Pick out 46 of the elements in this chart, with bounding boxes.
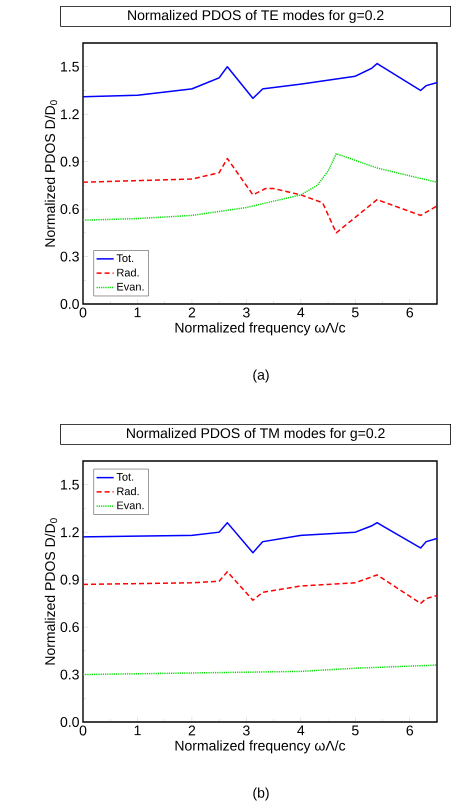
- x-tick-label: 6: [406, 726, 414, 736]
- y-tick-label: 1.5: [61, 62, 79, 72]
- x-tick-label: 5: [352, 726, 359, 736]
- y-tick-label: 0.9: [60, 574, 79, 585]
- legend-label: Tot.: [116, 254, 134, 262]
- y-axis-title: Normalized PDOS D/D$_{0}$: [44, 100, 58, 247]
- x-tick-label: 6: [406, 308, 414, 318]
- x-tick-label: 5: [352, 308, 359, 318]
- chart-title: Normalized PDOS of TE modes for g=0.2: [128, 10, 384, 23]
- y-tick-label: 0.6: [60, 622, 79, 632]
- legend-label: Tot.: [116, 473, 134, 481]
- y-tick-label: 0.6: [60, 204, 79, 214]
- y-tick-label: 1.2: [61, 527, 79, 538]
- line-series: [83, 152, 437, 221]
- y-tick-label: 0.3: [60, 252, 79, 262]
- y-tick-label: 0.0: [60, 717, 79, 727]
- legend-label: Rad.: [117, 487, 139, 496]
- x-tick-label: 4: [297, 726, 304, 736]
- x-tick-label: 3: [243, 726, 250, 736]
- legend-label: Evan.: [117, 282, 144, 291]
- line-series: [83, 664, 437, 676]
- x-tick-label: 3: [243, 308, 250, 318]
- y-tick-label: 0.0: [60, 299, 79, 309]
- x-tick-label: 4: [297, 308, 304, 318]
- x-axis-title: Normalized frequency ωΛ/c: [176, 322, 346, 336]
- x-tick-label: 2: [188, 726, 196, 736]
- x-tick-label: 1: [134, 308, 141, 318]
- x-tick-label: 2: [188, 308, 196, 318]
- line-series: [83, 158, 437, 234]
- y-tick-label: 1.5: [61, 480, 79, 490]
- y-tick-label: 1.2: [61, 109, 79, 120]
- legend-label: Evan.: [117, 502, 144, 510]
- x-tick-label: 0: [80, 308, 86, 318]
- x-axis-title: Normalized frequency ωΛ/c: [176, 740, 346, 754]
- chart-title: Normalized PDOS of TM modes for g=0.2: [127, 428, 385, 441]
- y-tick-label: 0.3: [60, 670, 79, 680]
- line-series: [83, 62, 437, 100]
- line-series: [83, 522, 437, 554]
- y-tick-label: 0.9: [60, 156, 79, 167]
- text: (b): [253, 787, 269, 801]
- text: (a): [253, 369, 269, 383]
- x-tick-label: 1: [134, 726, 141, 736]
- line-series: [83, 570, 437, 604]
- x-tick-label: 0: [80, 726, 86, 736]
- y-axis-title: Normalized PDOS D/D$_{0}$: [44, 518, 58, 665]
- legend-label: Rad.: [117, 268, 139, 277]
